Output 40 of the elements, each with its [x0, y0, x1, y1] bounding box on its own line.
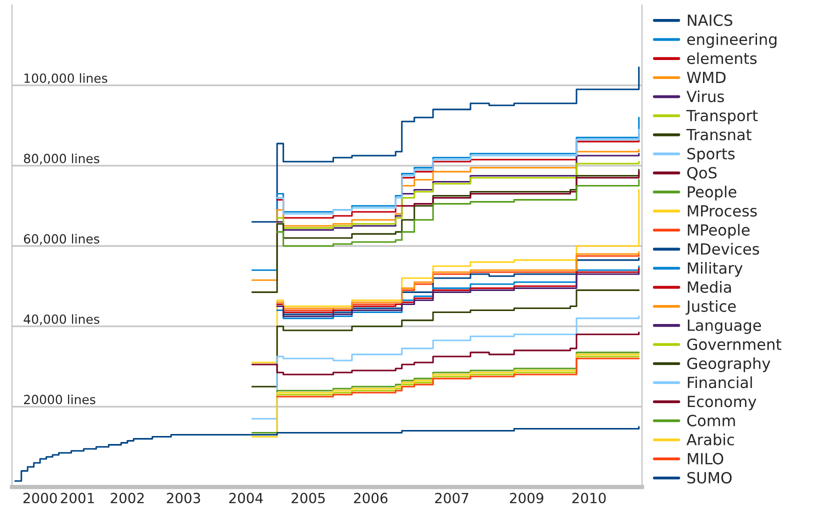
x-tick-label: 2006	[354, 492, 388, 504]
x-tick-label: 2005	[292, 492, 325, 504]
y-tick-label: 40,000 lines	[24, 314, 100, 326]
legend-label: Government	[687, 338, 782, 350]
legend-label: MProcess	[688, 205, 757, 217]
x-tick-label: 2001	[60, 492, 94, 504]
legend-label: NAICS	[688, 14, 732, 26]
legend-label: Economy	[688, 396, 756, 410]
x-tick-label: 2000	[23, 492, 57, 504]
legend-label: Media	[688, 281, 731, 293]
legend-label: QoS	[687, 166, 717, 180]
legend-label: People	[688, 186, 736, 201]
legend-label: elements	[687, 52, 757, 64]
legend-label: Sports	[687, 148, 735, 162]
legend-label: MILO	[688, 452, 724, 464]
legend-label: MPeople	[688, 224, 750, 239]
y-tick-label: 100,000 lines	[24, 73, 108, 84]
x-tick-label: 2002	[110, 492, 144, 504]
legend-label: SUMO	[687, 472, 732, 484]
legend-label: MDevices	[688, 242, 760, 255]
legend-label: Financial	[688, 376, 752, 388]
legend-label: Justice	[686, 300, 736, 315]
legend-label: Virus	[686, 90, 724, 102]
y-tick-label: 80,000 lines	[24, 154, 100, 165]
y-tick-label: 20000 lines	[24, 394, 96, 404]
legend-label: engineering	[687, 33, 776, 48]
x-tick-label: 2009	[510, 492, 544, 504]
y-tick-label: 60,000 lines	[24, 234, 100, 245]
legend-label: Geography	[687, 357, 770, 372]
legend-label: Military	[688, 262, 743, 277]
x-tick-label: 2004	[229, 492, 263, 504]
legend-label: WMD	[686, 72, 726, 83]
x-tick-label: 2003	[166, 492, 200, 504]
x-tick-label: 2007	[435, 492, 468, 504]
legend-label: Arabic	[686, 434, 734, 446]
legend-label: Transnat	[686, 129, 752, 140]
legend-label: Language	[688, 320, 761, 334]
legend-label: Comm	[687, 414, 735, 426]
legend-label: Transport	[686, 110, 758, 124]
x-tick-label: 2010	[572, 492, 606, 504]
